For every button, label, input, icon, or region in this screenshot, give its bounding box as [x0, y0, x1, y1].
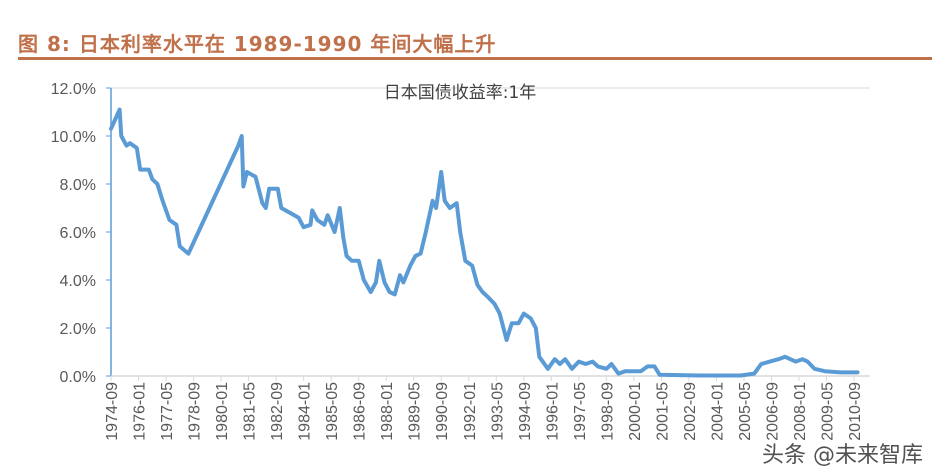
x-tick-label: 2002-09: [682, 382, 699, 441]
legend-label: 日本国债收益率:1年: [384, 83, 537, 103]
x-tick-label: 1988-01: [379, 382, 396, 441]
x-tick-label: 1978-09: [187, 382, 204, 441]
x-tick-label: 2008-01: [792, 382, 809, 441]
x-tick-label: 1998-09: [599, 382, 616, 441]
figure-title: 图 8: 日本利率水平在 1989-1990 年间大幅上升: [18, 32, 497, 56]
series-line-0: [109, 107, 860, 378]
y-tick-label: 10.0%: [51, 129, 96, 146]
x-tick-label: 1986-09: [352, 382, 369, 441]
x-tick-label: 1982-09: [269, 382, 286, 441]
y-tick-label: 6.0%: [60, 225, 96, 242]
y-tick-label: 8.0%: [60, 177, 96, 194]
x-axis: 1974-09 1976-01 1977-05 1978-09 1980-01 1981-…: [104, 375, 870, 441]
x-tick-label: 1977-05: [159, 382, 176, 441]
y-tick-label: 4.0%: [60, 273, 96, 290]
x-tick-label: 1980-01: [214, 382, 231, 441]
x-tick-label: 2000-01: [627, 382, 644, 441]
x-tick-label: 1997-05: [572, 382, 589, 441]
y-tick-label: 2.0%: [60, 321, 96, 338]
x-tick-label: 1974-09: [104, 382, 121, 441]
x-tick-label: 2001-05: [654, 382, 671, 441]
x-tick-label: 1996-01: [544, 382, 561, 441]
x-tick-label: 2005-05: [737, 382, 754, 441]
x-tick-label: 1985-05: [324, 382, 341, 441]
y-tick-label: 0.0%: [60, 369, 96, 386]
x-tick-label: 1989-05: [407, 382, 424, 441]
x-tick-label: 2010-09: [847, 382, 864, 441]
x-tick-label: 2006-09: [764, 382, 781, 441]
watermark: 头条 @未来智库: [762, 443, 923, 468]
y-axis: 0.0% 2.0% 4.0% 6.0% 8.0% 10.0% 12.0%: [51, 81, 870, 386]
x-tick-label: 1992-01: [462, 382, 479, 441]
y-tick-label: 12.0%: [51, 81, 96, 98]
x-tick-label: 2009-05: [820, 382, 837, 441]
title-divider: [18, 57, 932, 60]
x-tick-label: 1976-01: [132, 382, 149, 441]
x-tick-label: 1984-01: [297, 382, 314, 441]
x-tick-label: 1990-09: [434, 382, 451, 441]
x-tick-label: 1981-05: [242, 382, 259, 441]
x-tick-label: 1993-05: [489, 382, 506, 441]
x-tick-label: 1994-09: [517, 382, 534, 441]
x-tick-label: 2004-01: [709, 382, 726, 441]
